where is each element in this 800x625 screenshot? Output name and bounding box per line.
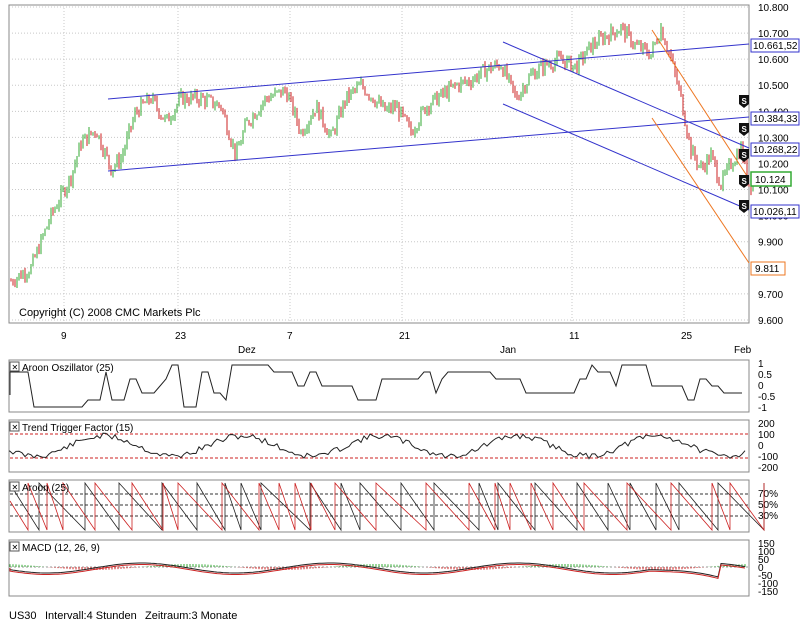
- y-tick-label: 100: [758, 547, 775, 558]
- y-tick-label: -100: [758, 452, 778, 463]
- close-icon: ✕: [12, 423, 19, 432]
- channel-line[interactable]: [107, 43, 750, 100]
- y-tick-label: 10.800: [758, 3, 789, 14]
- period-label: Zeitraum:3 Monate: [145, 610, 238, 622]
- y-tick-label: -150: [758, 587, 778, 598]
- orange-trend-line[interactable]: [651, 117, 750, 264]
- y-tick-label: 0: [758, 381, 764, 392]
- channel-line[interactable]: [502, 103, 750, 211]
- y-tick-label: 9.900: [758, 238, 783, 249]
- y-tick-label: 10.600: [758, 55, 789, 66]
- svg-text:Trend Trigger Factor (15): Trend Trigger Factor (15): [22, 423, 133, 434]
- y-tick-label: 150: [758, 539, 775, 550]
- main-price-panel[interactable]: [8, 4, 750, 324]
- svg-text:S: S: [742, 177, 748, 186]
- y-tick-label: 200: [758, 419, 775, 430]
- panel-title-ttf[interactable]: ✕ Trend Trigger Factor (15): [9, 421, 133, 434]
- month-label: Dez: [238, 345, 256, 356]
- macd-line: [9, 562, 746, 578]
- y-tick-label: -200: [758, 463, 778, 474]
- aroon-oscillator-line: [9, 364, 742, 408]
- y-tick-label: 70%: [758, 489, 778, 500]
- s-badge-icon[interactable]: S: [739, 175, 749, 188]
- y-tick-label: 0: [758, 441, 764, 452]
- panel-title-aroon-osc[interactable]: ✕ Aroon Oszillator (25): [9, 361, 114, 374]
- s-badge-icon[interactable]: S: [739, 123, 749, 136]
- svg-text:S: S: [742, 125, 748, 134]
- y-tick-label: -50: [758, 571, 773, 582]
- x-tick-label: 11: [569, 331, 580, 342]
- price-tag-lower-channel: 10.384,33: [753, 114, 798, 125]
- y-tick-label: 10.100: [758, 186, 789, 197]
- month-label: Jan: [500, 345, 516, 356]
- indicator-panels: 10.50-0.5-12001000-100-200150100500-50-1…: [9, 359, 778, 598]
- interval-label: Intervall:4 Stunden: [45, 610, 137, 622]
- x-tick-label: 21: [399, 331, 411, 342]
- y-tick-label: 30%: [758, 511, 778, 522]
- aroon-panel[interactable]: [8, 479, 750, 533]
- y-tick-label: 9.700: [758, 290, 783, 301]
- y-tick-label: -100: [758, 579, 778, 590]
- y-tick-label: 10.500: [758, 81, 789, 92]
- svg-text:S: S: [742, 151, 748, 160]
- price-tag-orange-line: 9.811: [755, 264, 780, 275]
- aroon-oscillator-panel[interactable]: [8, 359, 750, 413]
- close-icon: ✕: [12, 363, 19, 372]
- macd-signal-line: [9, 564, 746, 580]
- x-tick-label: 9: [61, 331, 67, 342]
- close-icon: ✕: [12, 543, 19, 552]
- s-badge-icon[interactable]: S: [739, 200, 749, 213]
- svg-text:Aroon (25): Aroon (25): [22, 483, 69, 494]
- candlestick-series: [10, 22, 754, 288]
- s-badge-icon[interactable]: S: [739, 149, 749, 162]
- y-tick-label: 9.600: [758, 316, 783, 327]
- y-tick-label: -0.5: [758, 392, 776, 403]
- trend-channel-lines: [107, 29, 750, 264]
- y-tick-label: 10.200: [758, 159, 789, 170]
- price-tag-upper-channel: 10.661,52: [753, 41, 798, 52]
- y-tick-label: 1: [758, 359, 764, 370]
- svg-text:S: S: [742, 97, 748, 106]
- y-tick-label: 10.700: [758, 29, 789, 40]
- month-label: Feb: [734, 345, 752, 356]
- ttf-line: [9, 432, 746, 460]
- panel-title-aroon[interactable]: ✕ Aroon (25): [9, 481, 69, 494]
- svg-text:MACD (12, 26, 9): MACD (12, 26, 9): [22, 543, 100, 554]
- orange-trend-line[interactable]: [651, 29, 750, 180]
- main-grid: [9, 5, 749, 323]
- s-marker-group[interactable]: S S S S S: [739, 95, 749, 213]
- y-tick-label: 0: [758, 563, 764, 574]
- panel-title-macd[interactable]: ✕ MACD (12, 26, 9): [9, 541, 100, 554]
- y-tick-label: 100: [758, 430, 775, 441]
- status-bar: US30 Intervall:4 Stunden Zeitraum:3 Mona…: [0, 603, 800, 625]
- symbol-label: US30: [9, 610, 37, 622]
- close-icon: ✕: [12, 483, 19, 492]
- copyright-text: Copyright (C) 2008 CMC Markets Plc: [19, 307, 201, 319]
- ttf-panel[interactable]: [8, 419, 750, 473]
- x-tick-label: 7: [287, 331, 293, 342]
- svg-text:S: S: [742, 202, 748, 211]
- y-tick-label: 0.5: [758, 370, 772, 381]
- aroon-down-line: [9, 481, 765, 532]
- y-tick-label: 50%: [758, 500, 778, 511]
- channel-line[interactable]: [502, 41, 750, 149]
- aroon-up-line: [9, 481, 765, 532]
- x-tick-label: 25: [681, 331, 693, 342]
- channel-line[interactable]: [107, 116, 750, 172]
- y-tick-label: 50: [758, 555, 770, 566]
- price-tag-pitchfork-low: 10.026,11: [753, 207, 797, 218]
- price-tag-current: 10.124: [755, 175, 786, 186]
- s-badge-icon[interactable]: S: [739, 95, 749, 108]
- svg-text:Aroon Oszillator (25): Aroon Oszillator (25): [22, 363, 114, 374]
- price-tag-pitchfork-mid: 10.268,22: [753, 145, 798, 156]
- price-tag-labels: 10.661,52 10.384,33 10.268,22 10.124 10.…: [750, 38, 800, 276]
- x-tick-label: 23: [175, 331, 187, 342]
- y-tick-label: -1: [758, 403, 767, 414]
- y-tick-label: 10.300: [758, 133, 789, 144]
